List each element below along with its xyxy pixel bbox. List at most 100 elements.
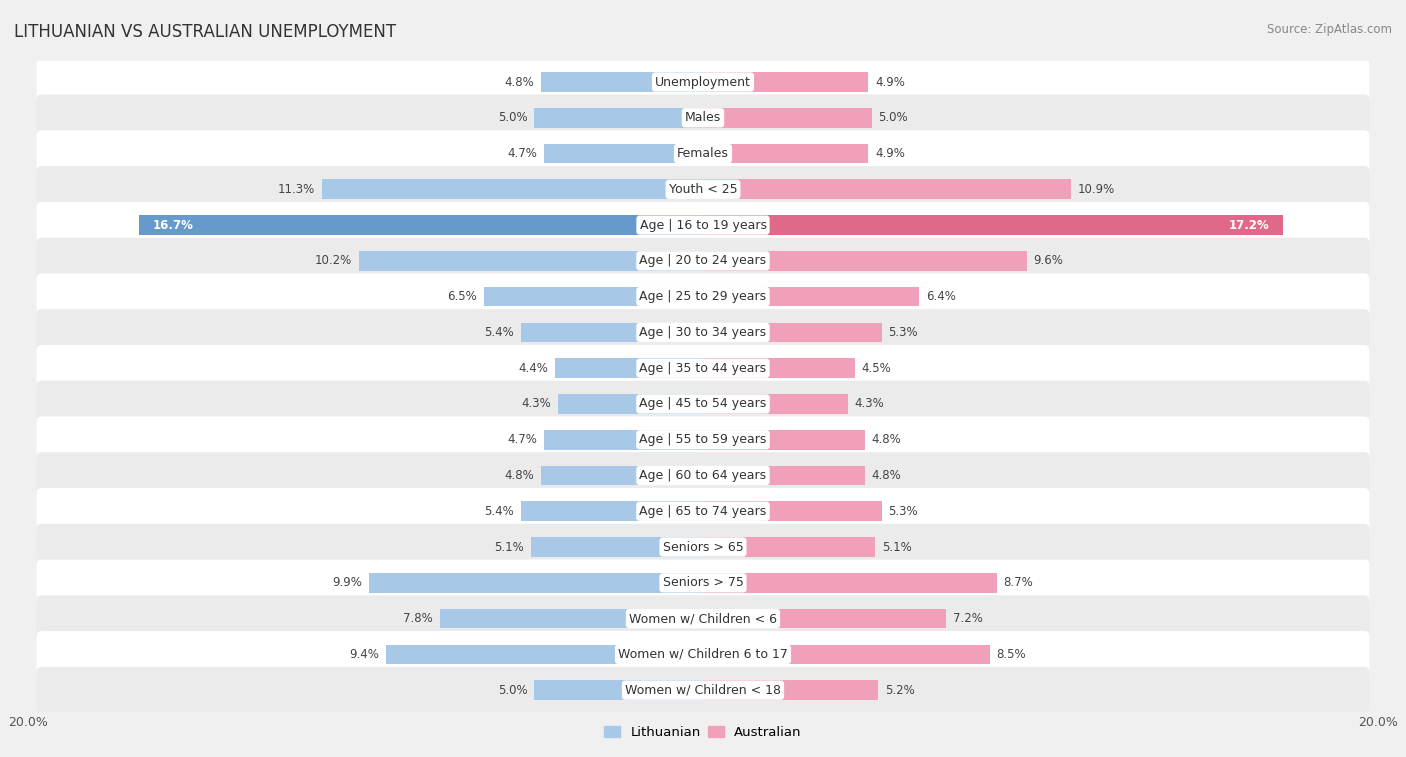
Bar [703,501,882,521]
Text: 10.2%: 10.2% [315,254,352,267]
Bar [520,322,703,342]
Text: 5.0%: 5.0% [498,684,527,696]
Text: Women w/ Children < 18: Women w/ Children < 18 [626,684,780,696]
Text: 5.4%: 5.4% [484,505,515,518]
Text: Women w/ Children 6 to 17: Women w/ Children 6 to 17 [619,648,787,661]
Text: 5.1%: 5.1% [882,540,911,553]
FancyBboxPatch shape [37,416,1369,463]
Bar [534,681,703,700]
Bar [558,394,703,414]
Bar [703,72,869,92]
Bar [703,644,990,664]
Bar [703,573,997,593]
Text: Women w/ Children < 6: Women w/ Children < 6 [628,612,778,625]
Text: 9.4%: 9.4% [349,648,380,661]
FancyBboxPatch shape [37,95,1369,141]
Text: 6.5%: 6.5% [447,290,477,303]
Text: 4.3%: 4.3% [522,397,551,410]
Bar [703,430,865,450]
Text: 9.6%: 9.6% [1033,254,1063,267]
Text: 4.7%: 4.7% [508,433,537,446]
Text: 4.9%: 4.9% [875,76,905,89]
Text: Age | 60 to 64 years: Age | 60 to 64 years [640,469,766,482]
Text: 4.8%: 4.8% [505,469,534,482]
Text: 16.7%: 16.7% [153,219,194,232]
Bar [544,144,703,164]
Text: 4.9%: 4.9% [875,147,905,160]
Bar [703,144,869,164]
Text: 5.3%: 5.3% [889,326,918,339]
Text: 8.7%: 8.7% [1004,576,1033,589]
Text: Youth < 25: Youth < 25 [669,183,737,196]
Text: 8.5%: 8.5% [997,648,1026,661]
Text: 4.3%: 4.3% [855,397,884,410]
FancyBboxPatch shape [37,559,1369,606]
Text: 5.1%: 5.1% [495,540,524,553]
Text: 10.9%: 10.9% [1077,183,1115,196]
Text: Age | 45 to 54 years: Age | 45 to 54 years [640,397,766,410]
FancyBboxPatch shape [37,488,1369,534]
Text: 5.0%: 5.0% [498,111,527,124]
Text: Seniors > 75: Seniors > 75 [662,576,744,589]
FancyBboxPatch shape [37,595,1369,642]
Bar [541,72,703,92]
Text: LITHUANIAN VS AUSTRALIAN UNEMPLOYMENT: LITHUANIAN VS AUSTRALIAN UNEMPLOYMENT [14,23,396,41]
FancyBboxPatch shape [37,309,1369,356]
Text: 9.9%: 9.9% [332,576,363,589]
Bar [322,179,703,199]
Bar [359,251,703,271]
Text: Females: Females [678,147,728,160]
Text: 4.8%: 4.8% [872,433,901,446]
Text: 5.3%: 5.3% [889,505,918,518]
Text: Age | 20 to 24 years: Age | 20 to 24 years [640,254,766,267]
Bar [703,215,1284,235]
Legend: Lithuanian, Australian: Lithuanian, Australian [599,721,807,744]
FancyBboxPatch shape [37,130,1369,177]
Bar [703,537,875,557]
Bar [703,251,1026,271]
Text: 4.4%: 4.4% [517,362,548,375]
Bar [703,681,879,700]
FancyBboxPatch shape [37,524,1369,570]
Bar [368,573,703,593]
Bar [534,108,703,128]
Bar [440,609,703,628]
Text: 4.8%: 4.8% [872,469,901,482]
Bar [703,358,855,378]
Bar [703,609,946,628]
Text: Age | 65 to 74 years: Age | 65 to 74 years [640,505,766,518]
Text: 11.3%: 11.3% [278,183,315,196]
FancyBboxPatch shape [37,345,1369,391]
Bar [531,537,703,557]
FancyBboxPatch shape [37,631,1369,678]
Text: 5.0%: 5.0% [879,111,908,124]
Text: Seniors > 65: Seniors > 65 [662,540,744,553]
Text: 7.2%: 7.2% [953,612,983,625]
Text: 5.2%: 5.2% [886,684,915,696]
Bar [703,322,882,342]
Text: 4.7%: 4.7% [508,147,537,160]
Text: Age | 16 to 19 years: Age | 16 to 19 years [640,219,766,232]
Text: 4.5%: 4.5% [862,362,891,375]
Text: 4.8%: 4.8% [505,76,534,89]
FancyBboxPatch shape [37,381,1369,427]
Bar [544,430,703,450]
Bar [484,287,703,307]
Bar [541,466,703,485]
Bar [703,287,920,307]
Text: 6.4%: 6.4% [925,290,956,303]
FancyBboxPatch shape [37,202,1369,248]
Text: Males: Males [685,111,721,124]
Bar [703,108,872,128]
FancyBboxPatch shape [37,667,1369,713]
Bar [520,501,703,521]
Text: Age | 35 to 44 years: Age | 35 to 44 years [640,362,766,375]
Bar [139,215,703,235]
FancyBboxPatch shape [37,273,1369,320]
Text: Unemployment: Unemployment [655,76,751,89]
FancyBboxPatch shape [37,238,1369,284]
Bar [703,394,848,414]
Text: 17.2%: 17.2% [1229,219,1270,232]
Bar [703,179,1071,199]
Text: 5.4%: 5.4% [484,326,515,339]
